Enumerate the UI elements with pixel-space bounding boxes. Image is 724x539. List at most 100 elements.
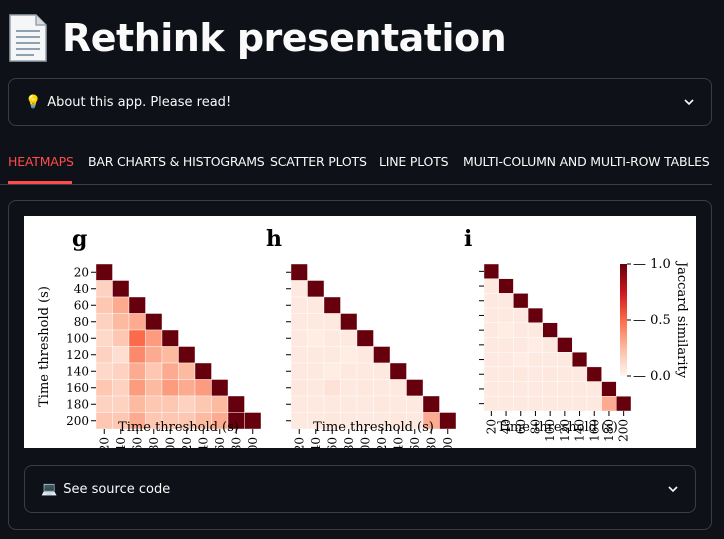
chevron-down-icon[interactable] — [667, 483, 679, 495]
heatmap-figure-svg: g202040406060808010010012012014014016016… — [37, 226, 689, 448]
y-tick-label: 80 — [74, 315, 89, 329]
page-facing-up-icon — [9, 14, 47, 62]
tab-scatter-plots[interactable]: SCATTER PLOTS — [270, 154, 367, 169]
x-tick-label: 160 — [408, 437, 422, 448]
heatmap-cell — [542, 337, 558, 353]
x-tick-label: 120 — [558, 419, 572, 442]
heatmap-cell — [498, 322, 514, 338]
x-tick-label: 60 — [130, 437, 144, 448]
heatmap-cell — [527, 307, 544, 323]
heatmap-cell — [498, 293, 514, 309]
heatmap-cell — [95, 296, 113, 314]
heatmap-cell — [290, 313, 308, 331]
x-tick-label: 100 — [163, 437, 177, 448]
colorbar-tick-label: — 0.5 — [633, 313, 671, 328]
heatmap-cell — [498, 278, 514, 294]
heatmap-cell — [194, 395, 212, 413]
about-expander[interactable]: 💡 About this app. Please read! — [8, 78, 712, 126]
heatmap-cell — [616, 396, 632, 412]
x-tick-label: 40 — [499, 419, 513, 434]
heatmap-cell — [340, 395, 358, 413]
x-tick-label: 200 — [246, 437, 260, 448]
heatmap-cell — [161, 362, 179, 380]
heatmap-cell — [439, 412, 457, 430]
heatmap-cell — [513, 307, 529, 323]
heatmap-cell — [572, 351, 588, 368]
heatmap-cell — [483, 278, 499, 294]
colorbar-tick-label: — 1.0 — [633, 257, 671, 272]
heatmap-cell — [389, 362, 407, 380]
x-tick-label: 80 — [528, 419, 542, 434]
heatmap-cell — [557, 396, 573, 412]
source-code-expander[interactable]: 💻 See source code — [24, 465, 696, 513]
heatmap-cell — [307, 395, 325, 413]
heatmap-cell — [356, 379, 374, 397]
x-tick-label: 40 — [309, 437, 323, 448]
heatmap-cell — [95, 395, 113, 413]
x-tick-label: 200 — [441, 437, 455, 448]
heatmap-cell — [194, 379, 212, 397]
x-tick-label: 140 — [196, 437, 210, 448]
heatmap-cell — [527, 366, 544, 382]
heatmap-cell — [572, 366, 588, 382]
heatmap-cell — [95, 412, 113, 430]
heatmap-cell — [542, 322, 558, 338]
tab-line-plots[interactable]: LINE PLOTS — [379, 154, 449, 169]
heatmap-cell — [290, 329, 308, 347]
heatmap-cell — [586, 396, 602, 412]
x-tick-label: 40 — [114, 437, 128, 448]
heatmap-cell — [513, 337, 529, 353]
heatmap-cell — [601, 381, 617, 397]
heatmap-cell — [112, 379, 130, 397]
heatmap-cell — [95, 313, 113, 331]
tab-multi-column-tables[interactable]: MULTI-COLUMN AND MULTI-ROW TABLES — [463, 154, 710, 169]
x-tick-label: 20 — [484, 419, 498, 434]
heatmap-cell — [373, 362, 391, 380]
colorbar — [620, 264, 627, 376]
heatmap-cell — [145, 379, 163, 397]
x-tick-label: 160 — [213, 437, 227, 448]
heatmap-cell — [178, 362, 196, 380]
y-axis-label: Time threshold (s) — [37, 286, 52, 407]
heatmap-cell — [557, 366, 573, 382]
heatmap-cell — [112, 296, 130, 314]
x-axis-label: Time threshold (s) — [497, 420, 618, 435]
heatmap-cell — [483, 381, 499, 397]
active-tab-indicator — [8, 181, 72, 184]
chevron-down-icon[interactable] — [683, 96, 695, 108]
heatmap-cell — [128, 346, 146, 364]
x-tick-label: 20 — [97, 437, 111, 448]
heatmap-cell — [307, 346, 325, 364]
heatmap-cell — [178, 379, 196, 397]
heatmap-cell — [307, 362, 325, 380]
x-tick-label: 100 — [543, 419, 557, 442]
heatmap-cell — [406, 379, 424, 397]
source-code-label: See source code — [63, 481, 171, 497]
heatmap-cell — [128, 362, 146, 380]
tab-heatmaps[interactable]: HEATMAPS — [8, 154, 74, 169]
heatmap-cell — [128, 395, 146, 413]
heatmap-cell — [389, 379, 407, 397]
heatmap-cell — [290, 296, 308, 314]
heatmap-cell — [244, 412, 262, 430]
heatmap-cell — [586, 366, 602, 382]
heatmap-cell — [483, 322, 499, 338]
heatmap-cell — [145, 313, 163, 331]
heatmap-cell — [323, 379, 341, 397]
heatmap-cell — [112, 346, 130, 364]
colorbar-tick-label: — 0.0 — [633, 369, 671, 384]
heatmap-cell — [307, 379, 325, 397]
heatmap-cell — [95, 362, 113, 380]
heatmap-cell — [290, 346, 308, 364]
heatmap-cell — [513, 322, 529, 338]
tab-bar-charts-histograms[interactable]: BAR CHARTS & HISTOGRAMS — [88, 154, 265, 169]
heatmap-cell — [112, 329, 130, 347]
y-tick-label: 200 — [66, 414, 89, 428]
heatmap-cell — [307, 313, 325, 331]
x-tick-label: 100 — [358, 437, 372, 448]
x-tick-label: 80 — [147, 437, 161, 448]
heatmap-cell — [95, 346, 113, 364]
x-tick-label: 180 — [602, 419, 616, 442]
heatmap-cell — [323, 329, 341, 347]
heatmap-cell — [483, 351, 499, 368]
